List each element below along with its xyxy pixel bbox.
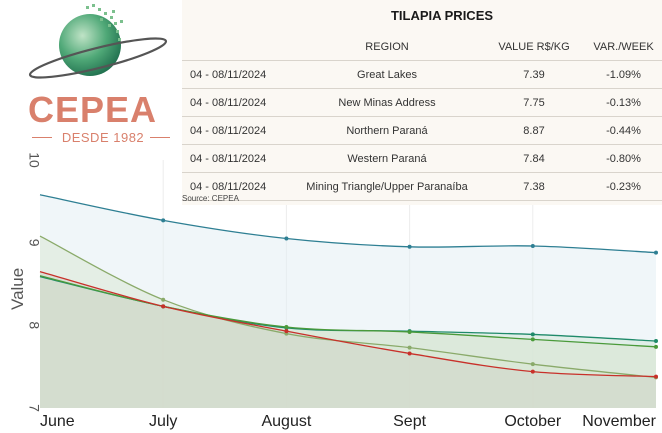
y-tick-label: 9 — [26, 239, 42, 247]
row-date: 04 - 08/11/2024 — [182, 172, 291, 201]
row-date: 04 - 08/11/2024 — [182, 88, 291, 117]
data-point — [407, 351, 412, 356]
data-point — [284, 329, 289, 334]
row-var: -0.23% — [585, 172, 662, 201]
data-point — [407, 244, 412, 249]
row-value: 8.87 — [483, 116, 585, 145]
table-title: TILAPIA PRICES — [390, 8, 494, 23]
table-row: 04 - 08/11/2024 Northern Paraná 8.87 -0.… — [182, 116, 662, 145]
data-point — [530, 337, 535, 342]
brand-since: DESDE 1982 — [61, 130, 145, 145]
x-tick-label: July — [149, 413, 177, 430]
data-point — [654, 344, 658, 349]
data-point — [407, 345, 412, 350]
data-point — [654, 374, 658, 379]
series-line-4 — [39, 270, 657, 378]
data-point — [284, 324, 289, 329]
row-var: -0.13% — [585, 88, 662, 117]
row-var: -0.44% — [585, 116, 662, 145]
y-tick-label: 10 — [26, 152, 42, 168]
row-value: 7.39 — [483, 60, 585, 89]
row-region: Western Paraná — [291, 144, 483, 173]
brand-name: CEPEA — [28, 89, 158, 130]
divider-left — [32, 137, 52, 138]
data-point — [161, 304, 166, 309]
row-region: Northern Paraná — [291, 116, 483, 145]
row-date: 04 - 08/11/2024 — [182, 144, 291, 173]
row-var: -1.09% — [585, 60, 662, 89]
data-point — [530, 369, 535, 374]
series-line-0 — [39, 194, 657, 254]
data-point — [530, 362, 535, 367]
header-region: REGION — [291, 34, 483, 61]
y-tick-label: 7 — [26, 404, 42, 412]
header-date — [182, 34, 291, 61]
x-tick-label: November — [582, 413, 656, 430]
row-region: New Minas Address — [291, 88, 483, 117]
x-tick-label: August — [261, 413, 311, 430]
x-tick-label: October — [504, 413, 562, 430]
data-point — [284, 236, 289, 241]
row-date: 04 - 08/11/2024 — [182, 60, 291, 89]
cepea-logo: CEPEA DESDE 1982 — [0, 0, 182, 150]
y-tick-label: 8 — [26, 321, 42, 329]
data-point — [654, 339, 658, 344]
y-axis-label: Value — [8, 267, 27, 310]
table-row: 04 - 08/11/2024 Mining Triangle/Upper Pa… — [182, 172, 662, 201]
table-header-row: REGION VALUE R$/KG VAR./WEEK — [182, 34, 662, 61]
series-line-1 — [39, 235, 657, 379]
x-tick-label: June — [40, 413, 75, 430]
row-region: Mining Triangle/Upper Paranaíba — [291, 172, 483, 201]
row-value: 7.84 — [483, 144, 585, 173]
row-date: 04 - 08/11/2024 — [182, 116, 291, 145]
row-value: 7.38 — [483, 172, 585, 201]
globe-icon — [28, 4, 168, 79]
table-row: 04 - 08/11/2024 New Minas Address 7.75 -… — [182, 88, 662, 117]
data-point — [407, 329, 412, 334]
row-var: -0.80% — [585, 144, 662, 173]
row-value: 7.75 — [483, 88, 585, 117]
data-point — [530, 332, 535, 337]
divider-right — [150, 137, 170, 138]
series-area-4 — [40, 271, 656, 408]
table-row: 04 - 08/11/2024 Western Paraná 7.84 -0.8… — [182, 144, 662, 173]
data-point — [161, 218, 166, 223]
row-region: Great Lakes — [291, 60, 483, 89]
header-var: VAR./WEEK — [585, 34, 662, 61]
data-point — [530, 243, 535, 248]
data-point — [161, 297, 166, 302]
x-tick-label: Sept — [393, 413, 426, 430]
table-row: 04 - 08/11/2024 Great Lakes 7.39 -1.09% — [182, 60, 662, 89]
price-table: REGION VALUE R$/KG VAR./WEEK 04 - 08/11/… — [182, 34, 662, 201]
data-point — [654, 250, 658, 255]
source-note: Source: CEPEA — [182, 194, 239, 203]
header-value: VALUE R$/KG — [483, 34, 585, 61]
